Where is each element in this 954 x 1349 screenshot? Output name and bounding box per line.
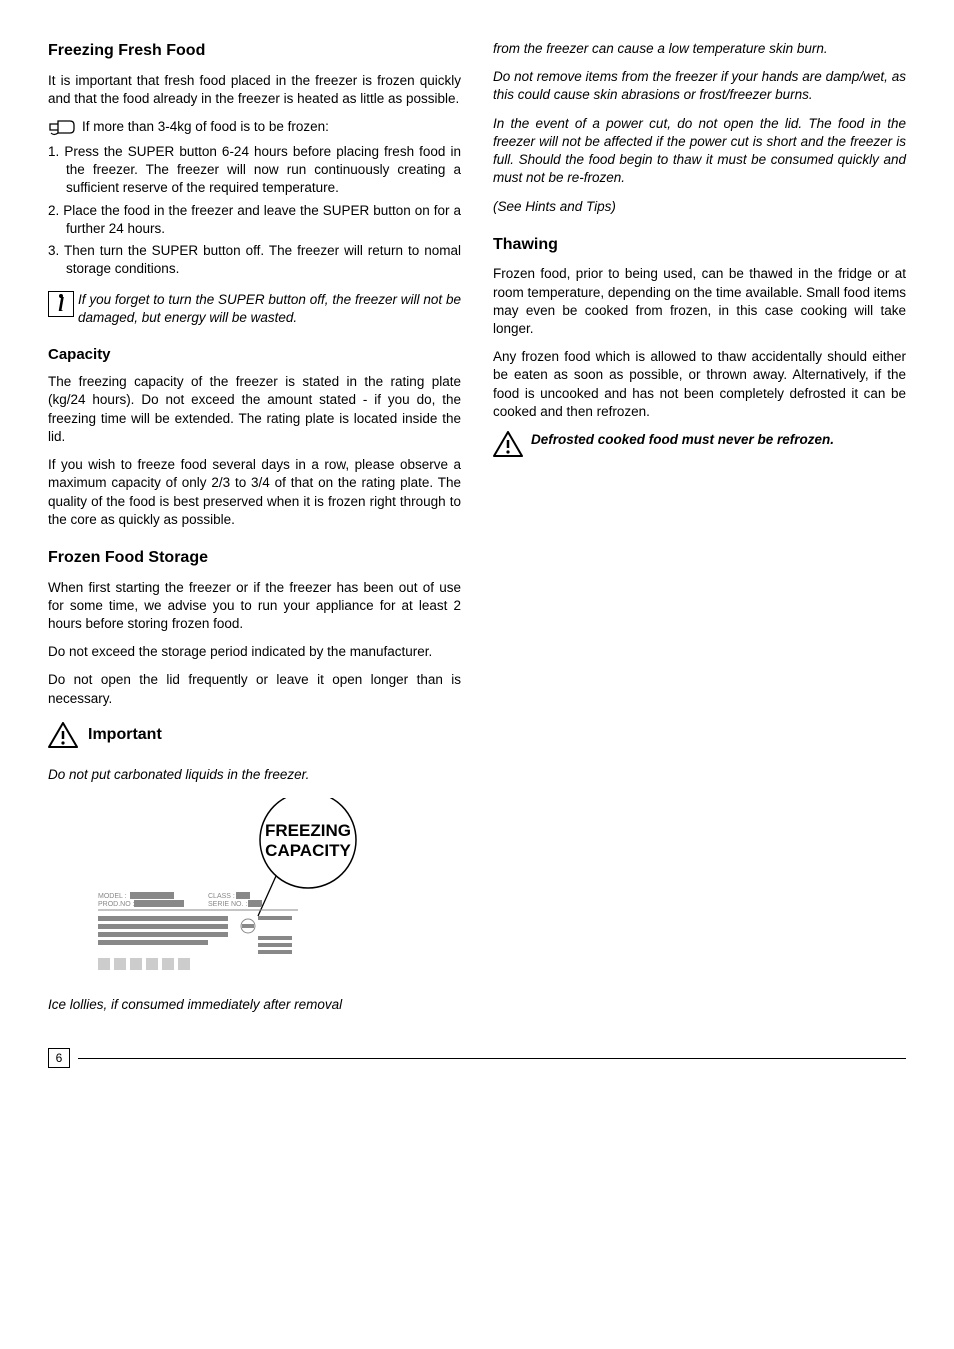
para-carbonated: Do not put carbonated liquids in the fre…: [48, 766, 461, 784]
heading-capacity: Capacity: [48, 345, 461, 365]
page-footer: 6: [48, 1048, 906, 1068]
para-powercut: In the event of a power cut, do not open…: [493, 115, 906, 188]
para-freezing-intro: It is important that fresh food placed i…: [48, 72, 461, 108]
para-skinburn: from the freezer can cause a low tempera…: [493, 40, 906, 58]
footer-rule: [78, 1058, 906, 1060]
defrost-warning-text: Defrosted cooked food must never be refr…: [531, 431, 834, 449]
para-capacity-2: If you wish to freeze food several days …: [48, 456, 461, 529]
heading-storage: Frozen Food Storage: [48, 547, 461, 569]
info-text-super: If you forget to turn the SUPER button o…: [78, 291, 461, 327]
bubble-line2: CAPACITY: [265, 841, 351, 860]
para-ice-lollies: Ice lollies, if consumed immediately aft…: [48, 996, 461, 1014]
label-prodno: PROD.NO :: [98, 901, 135, 908]
para-seehints: (See Hints and Tips): [493, 198, 906, 216]
para-storage-1: When first starting the freezer or if th…: [48, 579, 461, 634]
two-column-layout: Freezing Fresh Food It is important that…: [48, 40, 906, 1024]
warning-triangle-icon: [48, 722, 78, 748]
tip-text: If more than 3-4kg of food is to be froz…: [82, 118, 329, 136]
para-storage-3: Do not open the lid frequently or leave …: [48, 671, 461, 707]
right-column: from the freezer can cause a low tempera…: [493, 40, 906, 1024]
important-row: Important: [48, 722, 461, 748]
para-thaw-2: Any frozen food which is allowed to thaw…: [493, 348, 906, 421]
pointing-hand-icon: [48, 119, 76, 137]
info-icon: l: [48, 291, 74, 317]
para-storage-2: Do not exceed the storage period indicat…: [48, 643, 461, 661]
steps-list: 1. Press the SUPER button 6-24 hours bef…: [48, 143, 461, 279]
step-1: 1. Press the SUPER button 6-24 hours bef…: [48, 143, 461, 198]
para-capacity-1: The freezing capacity of the freezer is …: [48, 373, 461, 446]
heading-thawing: Thawing: [493, 234, 906, 256]
page-number: 6: [48, 1048, 70, 1068]
label-serie: SERIE NO. :: [208, 901, 247, 908]
rating-plate-illustration: FREEZING CAPACITY MODEL : PROD.NO : CLAS…: [48, 798, 461, 978]
para-damp: Do not remove items from the freezer if …: [493, 68, 906, 104]
heading-freezing: Freezing Fresh Food: [48, 40, 461, 62]
step-3: 3. Then turn the SUPER button off. The f…: [48, 242, 461, 278]
warning-triangle-icon: [493, 431, 523, 457]
bubble-line1: FREEZING: [265, 821, 351, 840]
step-2: 2. Place the food in the freezer and lea…: [48, 202, 461, 238]
important-label: Important: [88, 724, 162, 746]
defrost-warning: Defrosted cooked food must never be refr…: [493, 431, 906, 457]
left-column: Freezing Fresh Food It is important that…: [48, 40, 461, 1024]
tip-row: If more than 3-4kg of food is to be froz…: [48, 118, 461, 137]
para-thaw-1: Frozen food, prior to being used, can be…: [493, 265, 906, 338]
label-model: MODEL :: [98, 893, 127, 900]
label-class: CLASS :: [208, 893, 235, 900]
info-block-super: l If you forget to turn the SUPER button…: [48, 291, 461, 327]
